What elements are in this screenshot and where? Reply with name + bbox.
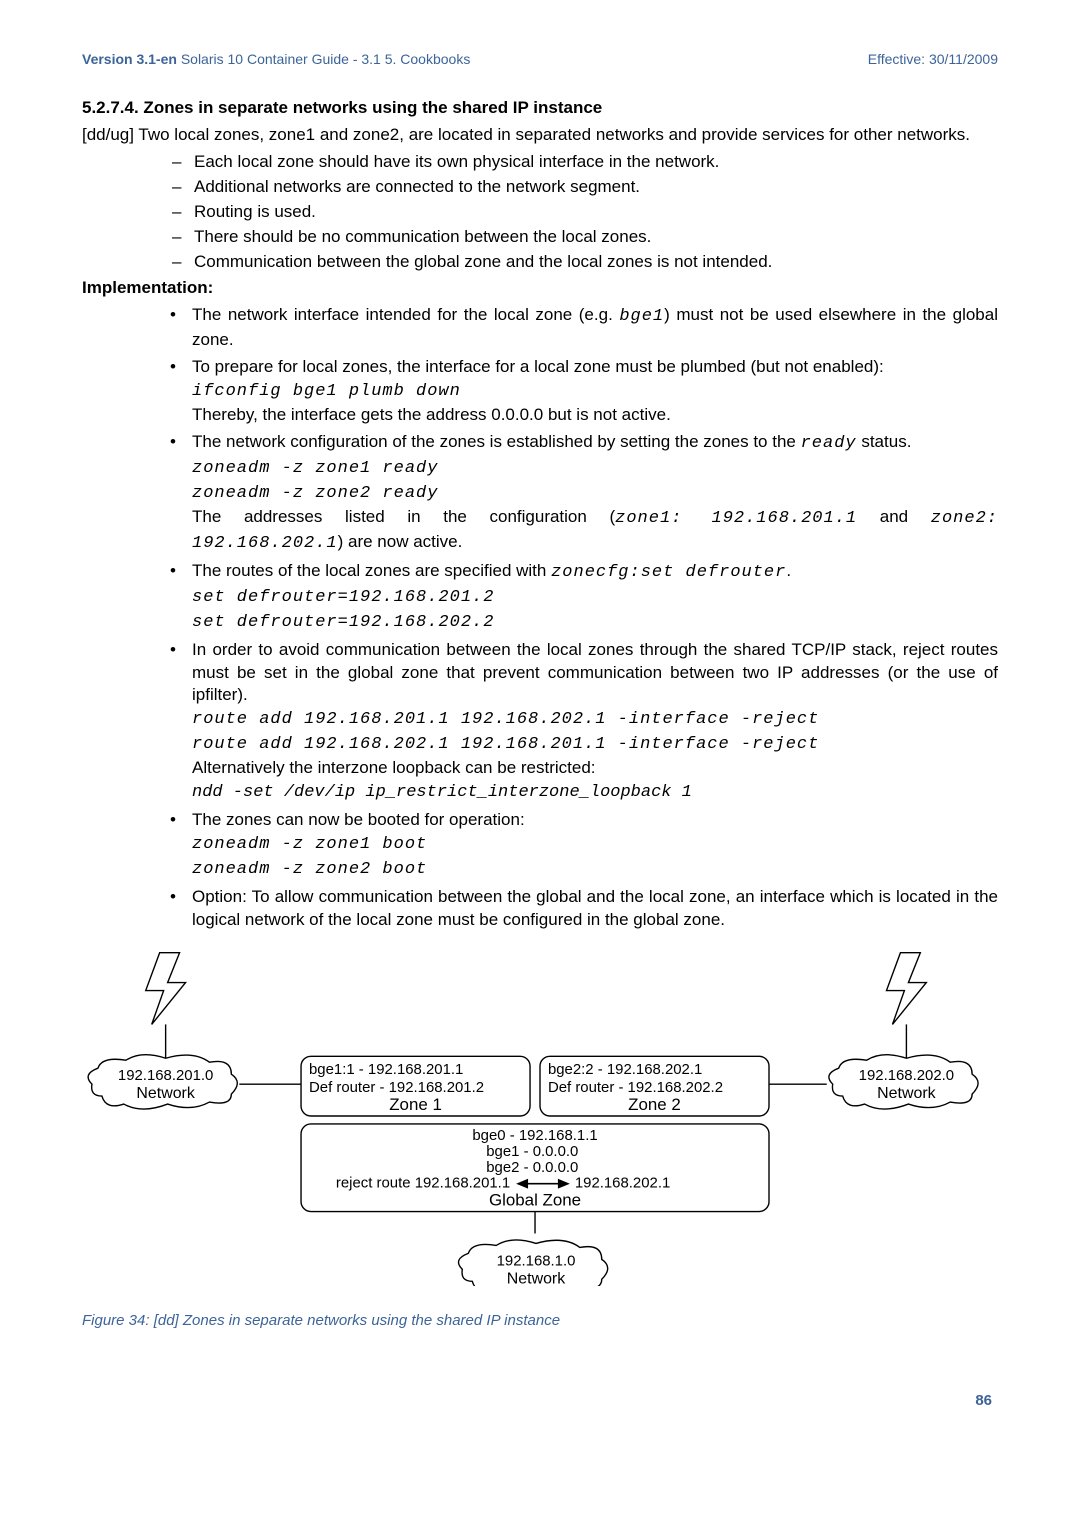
network-cloud-left: 192.168.201.0 Network [88, 1055, 237, 1109]
global-line3: bge2 - 0.0.0.0 [486, 1159, 578, 1176]
zone1-line2: Def router - 192.168.201.2 [309, 1079, 484, 1096]
zone1-line1: bge1:1 - 192.168.201.1 [309, 1061, 463, 1078]
lightning-icon [886, 953, 926, 1025]
requirements-list: Each local zone should have its own phys… [82, 151, 998, 274]
req-item: Additional networks are connected to the… [194, 176, 998, 199]
network-cloud-right: 192.168.202.0 Network [829, 1055, 978, 1109]
impl-item: In order to avoid communication between … [192, 639, 998, 806]
global-line2: bge1 - 0.0.0.0 [486, 1143, 578, 1160]
text: The routes of the local zones are specif… [192, 561, 551, 580]
zone1-name: Zone 1 [389, 1095, 442, 1114]
code: ready [801, 434, 857, 453]
text: Option: To allow communication between t… [192, 887, 998, 929]
code: route add 192.168.201.1 192.168.202.1 -i… [192, 710, 819, 729]
cloud-label: Network [877, 1085, 935, 1102]
figure-caption: Figure 34: [dd] Zones in separate networ… [82, 1311, 998, 1331]
implementation-label: Implementation: [82, 277, 998, 300]
reject-right: 192.168.202.1 [575, 1175, 670, 1192]
code: zoneadm -z zone1 ready [192, 459, 438, 478]
impl-item: Option: To allow communication between t… [192, 886, 998, 932]
header-version: Version 3.1-en [82, 51, 177, 67]
impl-item: The network configuration of the zones i… [192, 431, 998, 556]
text: status. [857, 432, 912, 451]
implementation-list: The network interface intended for the l… [82, 304, 998, 931]
section-title: 5.2.7.4. Zones in separate networks usin… [82, 97, 998, 120]
impl-item: To prepare for local zones, the interfac… [192, 356, 998, 427]
zone2-line2: Def router - 192.168.202.2 [548, 1079, 723, 1096]
req-item: Each local zone should have its own phys… [194, 151, 998, 174]
text: and [857, 507, 931, 526]
cloud-label: Network [507, 1270, 565, 1286]
zone1-box: bge1:1 - 192.168.201.1 Def router - 192.… [301, 1056, 530, 1116]
text: The addresses listed in the configuratio… [192, 507, 615, 526]
code: zoneadm -z zone2 ready [192, 484, 438, 503]
cloud-ip: 192.168.201.0 [118, 1067, 213, 1084]
global-zone-name: Global Zone [489, 1190, 581, 1209]
impl-item: The routes of the local zones are specif… [192, 560, 998, 635]
impl-item: The zones can now be booted for operatio… [192, 809, 998, 882]
text: ) are now active. [338, 532, 463, 551]
cloud-ip: 192.168.1.0 [497, 1252, 576, 1269]
text: The zones can now be booted for operatio… [192, 810, 525, 829]
impl-item: The network interface intended for the l… [192, 304, 998, 352]
code: ndd -set /dev/ip ip_restrict_interzone_l… [192, 783, 692, 802]
header-left: Version 3.1-en Solaris 10 Container Guid… [82, 50, 470, 69]
req-item: Routing is used. [194, 201, 998, 224]
intro-paragraph: [dd/ug] Two local zones, zone1 and zone2… [82, 124, 998, 147]
zone2-line1: bge2:2 - 192.168.202.1 [548, 1061, 702, 1078]
code: zonecfg:set defrouter [551, 563, 786, 582]
code: set defrouter=192.168.201.2 [192, 588, 494, 607]
code: zoneadm -z zone1 boot [192, 835, 427, 854]
code: route add 192.168.202.1 192.168.201.1 -i… [192, 735, 819, 754]
req-item: There should be no communication between… [194, 226, 998, 249]
code: ifconfig bge1 plumb down [192, 382, 461, 401]
text: Thereby, the interface gets the address … [192, 405, 671, 424]
global-line1: bge0 - 192.168.1.1 [472, 1127, 597, 1144]
code: set defrouter=192.168.202.2 [192, 613, 494, 632]
network-cloud-bottom: 192.168.1.0 Network [459, 1240, 608, 1286]
text: The network interface intended for the l… [192, 305, 619, 324]
text: Alternatively the interzone loopback can… [192, 758, 596, 777]
cloud-ip: 192.168.202.0 [859, 1067, 954, 1084]
reject-left: reject route 192.168.201.1 [336, 1175, 510, 1192]
zone2-box: bge2:2 - 192.168.202.1 Def router - 192.… [540, 1056, 769, 1116]
cloud-label: Network [136, 1085, 194, 1102]
page-number: 86 [82, 1391, 998, 1411]
global-zone-box: bge0 - 192.168.1.1 bge1 - 0.0.0.0 bge2 -… [301, 1124, 769, 1212]
text: . [786, 561, 791, 580]
page-header: Version 3.1-en Solaris 10 Container Guid… [82, 50, 998, 69]
req-item: Communication between the global zone an… [194, 251, 998, 274]
code: zone1: 192.168.201.1 [615, 509, 857, 528]
header-right: Effective: 30/11/2009 [868, 50, 998, 69]
code: zoneadm -z zone2 boot [192, 860, 427, 879]
code: bge1 [619, 307, 664, 326]
lightning-icon [146, 953, 186, 1025]
network-diagram: 192.168.201.0 Network 192.168.202.0 Netw… [82, 946, 998, 1286]
text: The network configuration of the zones i… [192, 432, 801, 451]
text: To prepare for local zones, the interfac… [192, 357, 884, 376]
text: In order to avoid communication between … [192, 640, 998, 705]
header-left-rest: Solaris 10 Container Guide - 3.1 5. Cook… [177, 51, 470, 67]
zone2-name: Zone 2 [628, 1095, 681, 1114]
